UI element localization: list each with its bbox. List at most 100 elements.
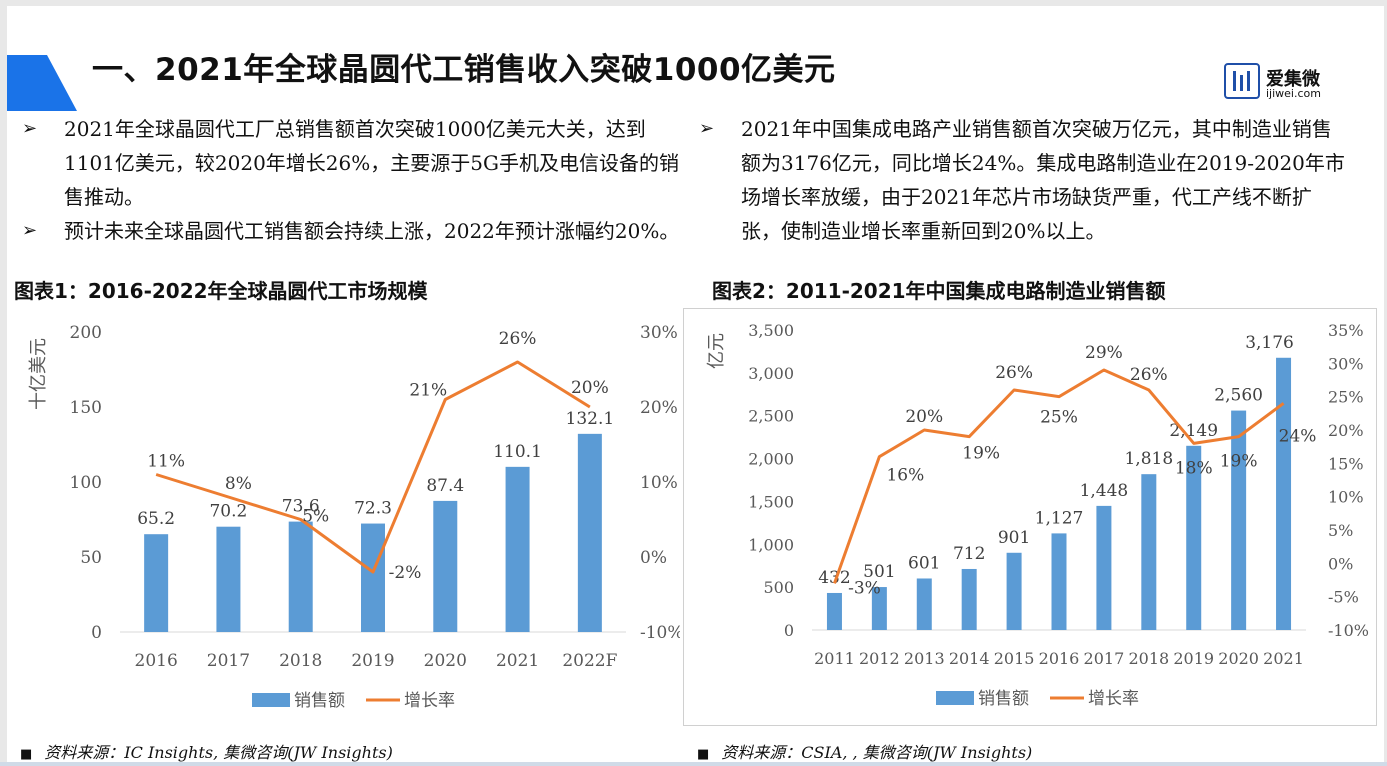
square-bullet-icon: ■: [20, 747, 33, 762]
growth-rate-line: [833, 368, 1285, 584]
line-value-label: 26%: [1130, 365, 1168, 385]
bullet-text: 预计未来全球晶圆代工销售额会持续上涨，2022年预计涨幅约20%。: [64, 219, 680, 243]
bar-value-label: 712: [953, 544, 985, 564]
source-note-2: ■ 资料来源：CSIA, , 集微咨询(JW Insights): [697, 739, 1032, 763]
bar: [1096, 505, 1112, 630]
x-axis-tick-label: 2020: [424, 651, 467, 671]
y2-axis-tick-label: 20%: [640, 398, 678, 418]
bar: [961, 568, 977, 630]
legend-line-label: 增长率: [1088, 689, 1139, 709]
bar-value-label: 1,127: [1035, 508, 1084, 528]
figure-2-caption: 图表2：2011-2021年中国集成电路制造业销售额: [712, 279, 1166, 303]
x-axis-tick-label: 2014: [949, 649, 990, 668]
y-axis-tick-label: 1,500: [748, 492, 794, 511]
logo: 爱集微 ijiwei.com: [1224, 63, 1344, 103]
bar: [826, 592, 842, 630]
x-axis-tick-label: 2016: [1039, 649, 1080, 668]
legend-bar-swatch: [936, 691, 974, 705]
y2-axis-tick-label: 35%: [1328, 321, 1364, 340]
chart-2: 0 500 1,000 1,500 2,000 2,500 3,000 3,500 -10% -5…: [683, 308, 1377, 726]
line-value-label: -3%: [848, 578, 881, 598]
bar: [216, 526, 241, 632]
y2-axis-tick-label: 5%: [1328, 521, 1353, 540]
y2-axis-tick-label: 20%: [1328, 421, 1364, 440]
y-axis-tick-label: 100: [70, 473, 102, 493]
line-value-label: 19%: [1220, 452, 1258, 472]
line-value-label: 21%: [409, 381, 447, 401]
page-title: 一、2021年全球晶圆代工销售收入突破1000亿美元: [92, 52, 836, 88]
line-value-label: -2%: [389, 563, 422, 583]
bar-value-label: 3,176: [1245, 333, 1294, 353]
y-axis-tick-label: 3,000: [748, 364, 794, 383]
y-axis-tick-label: 2,500: [748, 407, 794, 426]
x-axis-tick-label: 2018: [1128, 649, 1169, 668]
line-value-label: 26%: [995, 363, 1033, 383]
bar: [1186, 445, 1202, 630]
x-axis-tick-label: 2021: [496, 651, 539, 671]
y-axis-tick-label: 50: [80, 548, 102, 568]
y2-axis-tick-label: 25%: [1328, 388, 1364, 407]
y2-axis-tick-label: 0%: [1328, 554, 1353, 573]
line-value-label: 20%: [905, 407, 943, 427]
bar: [433, 500, 458, 632]
arrow-bullet-icon: ➢: [22, 220, 38, 241]
legend-line-label: 增长率: [404, 691, 455, 711]
bar-value-label: 87.4: [426, 476, 464, 496]
legend-bar-label: 销售额: [294, 691, 345, 711]
y2-axis-tick-label: -10%: [1328, 621, 1369, 640]
growth-rate-line: [155, 360, 591, 574]
bar-value-label: 2,149: [1169, 421, 1218, 441]
arrow-bullet-icon: ➢: [22, 118, 38, 139]
bar: [144, 534, 169, 632]
bar-value-label: 73.6: [282, 497, 320, 517]
y2-axis-tick-label: 0%: [640, 548, 667, 568]
x-axis-tick-label: 2019: [1173, 649, 1214, 668]
bar: [288, 521, 313, 632]
y-axis-tick-label: 2,000: [748, 450, 794, 469]
left-bullet-list: ➢ 2021年全球晶圆代工厂总销售额首次突破1000亿美元大关，达到1101亿美…: [22, 112, 682, 248]
bar: [1006, 552, 1022, 630]
bar-value-label: 901: [998, 528, 1030, 548]
arrow-bullet-icon: ➢: [699, 118, 715, 139]
x-axis-tick-label: 2018: [279, 651, 322, 671]
y2-axis-tick-label: 30%: [1328, 354, 1364, 373]
bar: [361, 523, 385, 632]
bar: [1141, 474, 1157, 630]
bottom-strip: [0, 762, 1387, 766]
bar: [1276, 357, 1292, 630]
bar-value-label: 501: [863, 562, 895, 582]
x-axis-tick-label: 2015: [994, 649, 1035, 668]
y2-axis-tick-label: -10%: [640, 623, 680, 643]
logo-text-cn: 爱集微: [1266, 69, 1320, 90]
y-axis-tick-label: 200: [70, 323, 102, 343]
x-axis-tick-label: 2022F: [562, 651, 617, 671]
bullet-text: 2021年中国集成电路产业销售额首次突破万亿元，其中制造业销售额为3176亿元，…: [741, 117, 1345, 243]
bar-value-label: 432: [818, 568, 850, 588]
figure-1-caption: 图表1：2016-2022年全球晶圆代工市场规模: [14, 279, 428, 303]
source-note-1: ■ 资料来源：IC Insights, 集微咨询(JW Insights): [20, 739, 393, 763]
window-top-border: [0, 0, 1387, 6]
bar: [1051, 533, 1067, 630]
bar-value-label: 2,560: [1214, 386, 1263, 406]
y2-axis-tick-label: 15%: [1328, 454, 1364, 473]
y-axis-tick-label: 0: [91, 623, 102, 643]
line-value-label: 5%: [302, 507, 329, 527]
x-axis-tick-label: 2016: [135, 651, 178, 671]
bullet-item: ➢ 预计未来全球晶圆代工销售额会持续上涨，2022年预计涨幅约20%。: [22, 214, 682, 248]
logo-text-en: ijiwei.com: [1266, 87, 1321, 100]
source-2-text: 资料来源：CSIA, , 集微咨询(JW Insights): [721, 743, 1033, 762]
line-value-label: 8%: [225, 474, 252, 494]
line-value-label: 29%: [1085, 343, 1123, 363]
window-left-border: [0, 0, 7, 766]
bar: [871, 587, 887, 630]
x-axis-tick-label: 2020: [1218, 649, 1259, 668]
title-accent-shape: [7, 55, 77, 111]
y-axis-tick-label: 150: [70, 398, 102, 418]
bar: [916, 578, 932, 630]
line-value-label: 24%: [1279, 426, 1317, 446]
bullet-item: ➢ 2021年中国集成电路产业销售额首次突破万亿元，其中制造业销售额为3176亿…: [699, 112, 1349, 248]
bullet-text: 2021年全球晶圆代工厂总销售额首次突破1000亿美元大关，达到1101亿美元，…: [64, 117, 679, 209]
y2-axis-tick-label: 30%: [640, 323, 678, 343]
bar-value-label: 1,448: [1080, 481, 1129, 501]
line-value-label: 19%: [962, 444, 1000, 464]
